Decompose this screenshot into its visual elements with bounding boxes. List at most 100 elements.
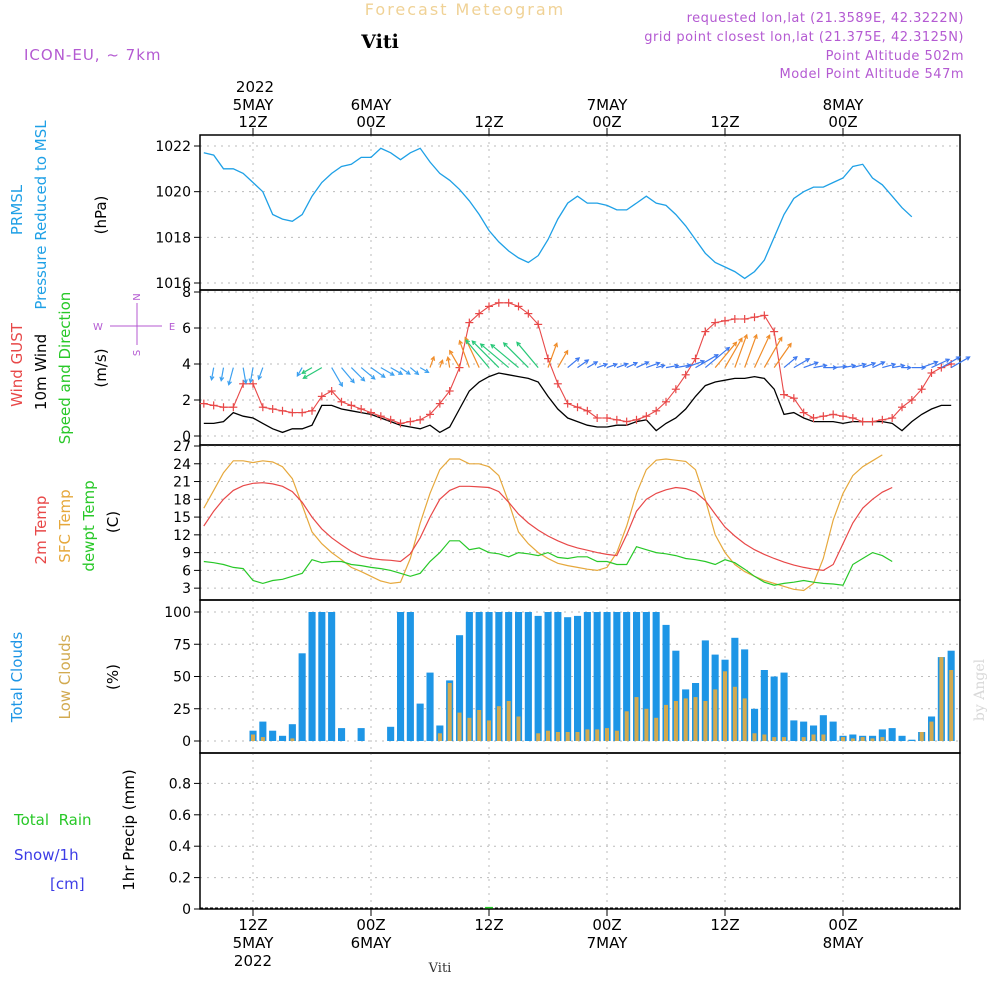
total-cloud-bar-27 xyxy=(485,612,493,741)
low-cloud-bar-23 xyxy=(447,683,452,741)
gridpoint-coords: grid point closest lon,lat (21.375E, 42.… xyxy=(644,30,964,45)
wind-arrow-2 xyxy=(227,367,234,386)
low-cloud-bar-59 xyxy=(801,737,806,741)
wind-arrow-57 xyxy=(803,361,819,369)
total-cloud-bar-42 xyxy=(633,612,641,741)
total-cloud-bar-61 xyxy=(819,715,827,741)
low-cloud-bar-33 xyxy=(546,730,550,741)
gust-marker-37 xyxy=(563,399,572,408)
frame-temp xyxy=(199,444,961,601)
wind-arrow-62 xyxy=(852,362,867,369)
total-cloud-bar-54 xyxy=(751,708,759,742)
wind-arrow-shaft-9 xyxy=(331,367,343,387)
wind-arrow-7 xyxy=(301,367,313,374)
wind-arrow-8 xyxy=(302,367,323,379)
gust-marker-23 xyxy=(426,410,434,419)
low-cloud-bar-7 xyxy=(290,738,295,741)
wind-arrow-head-39 xyxy=(632,361,639,367)
gust-marker-29 xyxy=(485,302,493,311)
wind-speed-dir-label: Speed and Direction xyxy=(56,292,74,445)
pressure-reduced-label: Pressure Reduced to MSL xyxy=(32,120,50,310)
gust-marker-59 xyxy=(780,390,788,399)
wind-arrow-shaft-37 xyxy=(606,363,618,369)
wind-arrow-23 xyxy=(458,339,470,368)
total-cloud-bar-7 xyxy=(288,724,296,741)
wind-arrow-3 xyxy=(242,367,248,385)
wind-arrow-head-9 xyxy=(338,382,343,388)
wind-arrow-17 xyxy=(409,367,420,376)
total-cloud-bar-21 xyxy=(426,672,434,741)
wind-arrow-shaft-14 xyxy=(380,367,395,376)
ytick-label-temp-8: 27 xyxy=(173,439,191,455)
wind-arrow-shaft-38 xyxy=(616,363,628,369)
wind-arrow-11 xyxy=(350,367,366,382)
gust-marker-67 xyxy=(858,417,867,426)
temperature-labels: 2m Temp SFC Temp dewpt Temp (C) xyxy=(32,480,122,571)
wind-arrow-head-48 xyxy=(732,341,738,347)
wind-arrow-49 xyxy=(724,337,743,368)
low-cloud-bar-38 xyxy=(595,729,600,741)
low-cloud-bar-52 xyxy=(732,686,737,741)
total-cloud-bar-62 xyxy=(829,721,837,741)
total-cloud-bar-11 xyxy=(328,612,336,741)
gust-marker-46 xyxy=(652,406,661,415)
wind-arrow-29 xyxy=(502,342,529,369)
gust-marker-62 xyxy=(809,414,818,422)
wind-arrow-31 xyxy=(547,342,559,368)
total-cloud-bar-59 xyxy=(800,721,808,741)
wind-arrow-shaft-11 xyxy=(350,367,365,382)
low-cloud-bar-63 xyxy=(841,737,845,741)
gust-marker-3 xyxy=(229,403,238,412)
top-year-label: 2022 xyxy=(236,78,274,96)
wind-arrow-shaft-70 xyxy=(931,358,950,369)
wind-arrow-shaft-0 xyxy=(210,367,215,380)
rain-bar-0 xyxy=(485,906,493,909)
wind-arrow-head-64 xyxy=(880,361,886,366)
gust-marker-32 xyxy=(514,302,523,311)
wind-arrow-shaft-21 xyxy=(447,357,451,368)
compass-e: E xyxy=(169,322,175,333)
wind-arrow-32 xyxy=(557,349,569,368)
wind-gust-label: Wind GUST xyxy=(8,322,26,407)
wind-arrow-head-67 xyxy=(906,365,912,371)
ytick-label-pressure-3: 1022 xyxy=(155,139,191,155)
top-date-label-3: 7MAY xyxy=(587,96,629,114)
wind-arrow-head-14 xyxy=(389,371,395,376)
gust-marker-66 xyxy=(848,414,857,422)
wind-arrow-head-51 xyxy=(753,333,758,339)
low-cloud-bar-3 xyxy=(251,734,255,741)
total-cloud-bar-37 xyxy=(583,612,591,741)
ytick-label-clouds-1: 25 xyxy=(173,702,191,718)
wind-arrow-head-12 xyxy=(370,375,376,380)
gust-marker-60 xyxy=(789,394,798,403)
wind-arrow-shaft-18 xyxy=(419,367,429,373)
low-cloud-bar-41 xyxy=(624,711,629,741)
gust-marker-17 xyxy=(367,408,375,417)
wind-arrow-head-70 xyxy=(945,358,951,363)
total-cloud-bar-53 xyxy=(741,649,749,741)
wind-arrow-27 xyxy=(479,343,510,369)
total-cloud-bar-39 xyxy=(603,612,611,741)
wind-arrow-shaft-33 xyxy=(567,357,580,369)
gust-marker-63 xyxy=(819,412,828,421)
low-cloud-bar-25 xyxy=(467,717,472,741)
total-cloud-bar-31 xyxy=(524,612,532,741)
total-cloud-bar-57 xyxy=(780,672,788,741)
wind-arrow-head-31 xyxy=(553,342,559,348)
total-cloud-bar-64 xyxy=(849,734,857,741)
top-date-label-0: 5MAY xyxy=(233,96,275,114)
total-cloud-bar-8 xyxy=(298,653,306,741)
wind-arrow-shaft-39 xyxy=(626,362,638,369)
wind-arrow-5 xyxy=(257,367,264,381)
gust-marker-68 xyxy=(868,417,877,426)
bottom-hour-label-1: 00Z xyxy=(356,916,385,934)
wind-arrow-head-10 xyxy=(350,378,355,384)
wind-arrow-head-30 xyxy=(516,341,521,347)
low-cloud-bar-65 xyxy=(860,737,865,741)
total-cloud-bar-32 xyxy=(534,615,542,741)
gust-marker-16 xyxy=(357,405,366,413)
low-cloud-bar-32 xyxy=(536,733,541,741)
total-cloud-bar-24 xyxy=(456,635,464,741)
total-cloud-bar-55 xyxy=(760,670,768,741)
wind-arrow-shaft-72 xyxy=(950,356,970,369)
